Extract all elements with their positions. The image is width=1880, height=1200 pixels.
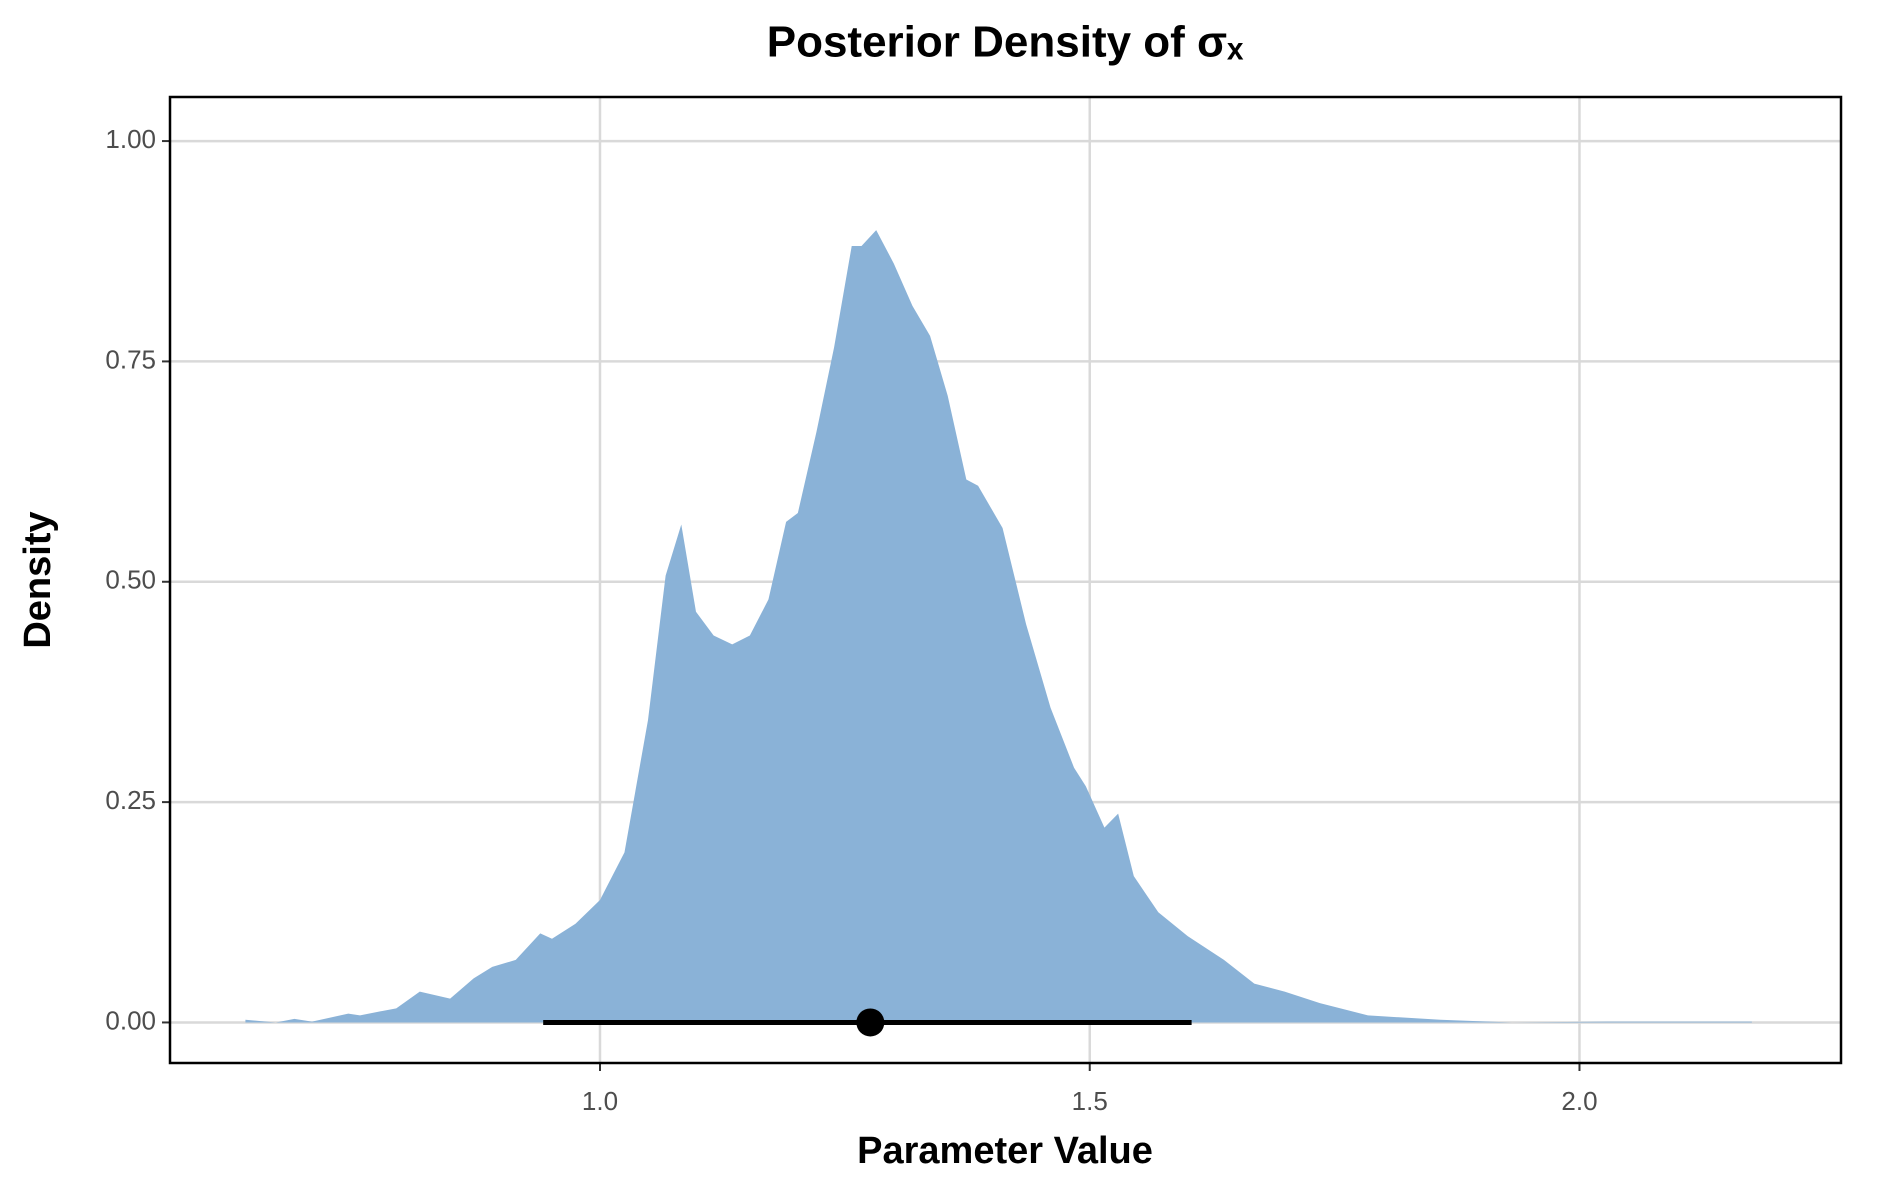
y-tick-label: 0.75: [105, 344, 156, 374]
y-tick-label: 0.50: [105, 565, 156, 595]
plot-border: [168, 95, 1843, 1065]
y-tick-label: 1.00: [105, 124, 156, 154]
x-tick-label: 1.5: [1072, 1086, 1108, 1116]
chart-title: Posterior Density of σₓ: [767, 18, 1244, 67]
y-axis-title: Density: [17, 511, 59, 648]
x-axis-title: Parameter Value: [857, 1130, 1153, 1172]
y-tick-label: 0.25: [105, 785, 156, 815]
x-tick-label: 2.0: [1561, 1086, 1597, 1116]
density-area: [245, 230, 1752, 1023]
x-tick-label: 1.0: [582, 1086, 618, 1116]
y-tick-label: 0.00: [105, 1005, 156, 1035]
interval-point: [856, 1008, 885, 1037]
